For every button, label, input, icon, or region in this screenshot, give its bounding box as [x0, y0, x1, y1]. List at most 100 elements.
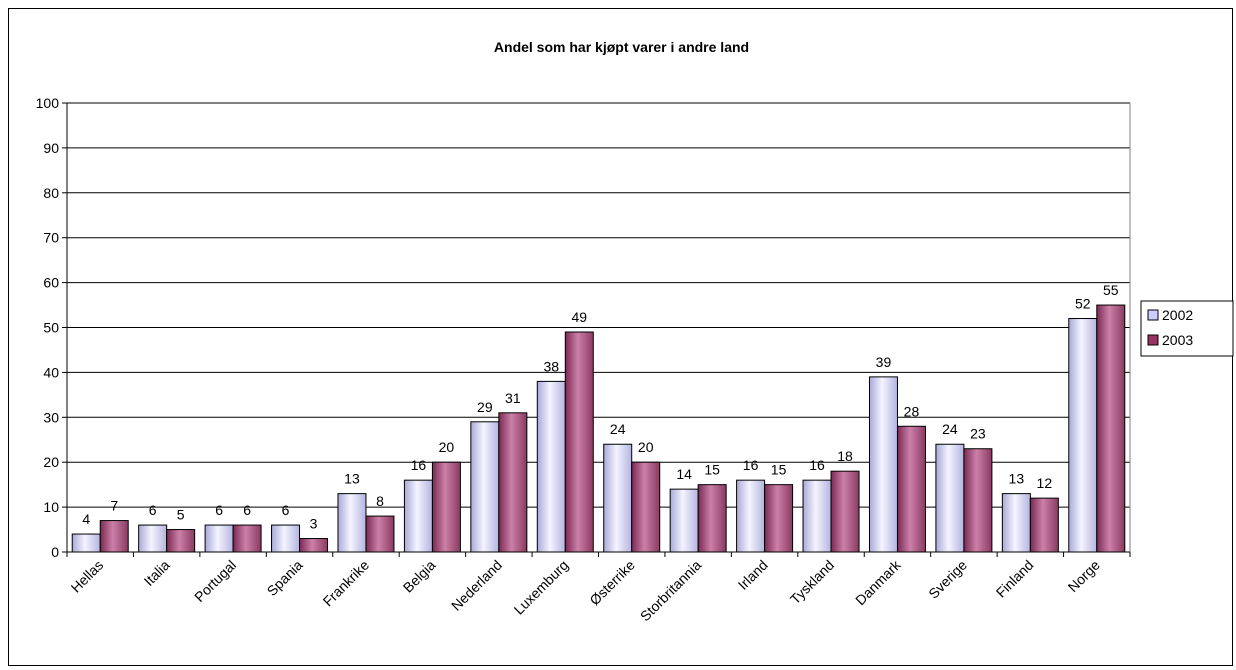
category-label-Italia: Italia — [141, 557, 173, 589]
data-label-2002-Italia: 6 — [149, 502, 157, 518]
data-label-2002-Frankrike: 13 — [344, 471, 360, 487]
bar-2003-Norge — [1096, 304, 1126, 553]
bar-2002-Spania — [271, 524, 301, 553]
data-label-2003-Tyskland: 18 — [837, 448, 853, 464]
bar-2002-Portugal — [204, 524, 234, 553]
bar-2002-Tyskland — [802, 479, 832, 553]
data-label-2003-Portugal: 6 — [243, 502, 251, 518]
data-label-2002-Sverige: 24 — [942, 421, 958, 437]
bar-2002-Storbritannia — [669, 488, 699, 553]
bar-2003-Storbritannia — [697, 484, 727, 553]
y-tick-label-80: 80 — [43, 185, 59, 201]
y-tick-label-100: 100 — [36, 95, 60, 111]
data-label-2002-Finland: 13 — [1009, 471, 1025, 487]
category-labels: Hellas Italia Portugal Spania Frankrike Belgi… — [68, 556, 1104, 624]
bar-2003-Belgia — [431, 461, 461, 553]
data-label-2002-Irland: 16 — [743, 457, 759, 473]
category-label-Sverige: Sverige — [925, 557, 970, 602]
category-label-Luxemburg: Luxemburg — [511, 557, 572, 618]
data-label-2003-Hellas: 7 — [110, 498, 118, 514]
bar-2003-Østerrike — [631, 461, 661, 553]
bar-2002-Hellas — [71, 533, 101, 553]
data-label-2003-Norge: 55 — [1103, 282, 1119, 298]
bar-2003-Spania — [299, 538, 329, 553]
y-tick-label-40: 40 — [43, 364, 59, 380]
y-tick-label-70: 70 — [43, 230, 59, 246]
data-label-2002-Spania: 6 — [282, 502, 290, 518]
data-label-2002-Danmark: 39 — [876, 354, 892, 370]
data-label-2002-Norge: 52 — [1075, 296, 1091, 312]
bar-2003-Italia — [166, 529, 196, 553]
bar-2003-Irland — [764, 484, 794, 553]
bar-2002-Sverige — [935, 443, 965, 553]
data-label-2003-Frankrike: 8 — [376, 493, 384, 509]
category-label-Irland: Irland — [735, 557, 771, 593]
chart-title: Andel som har kjøpt varer i andre land — [493, 39, 750, 55]
data-label-2002-Storbritannia: 14 — [676, 466, 692, 482]
category-label-Portugal: Portugal — [191, 557, 239, 605]
chart-frame: Andel som har kjøpt varer i andre land — [8, 8, 1233, 666]
bars — [71, 304, 1126, 553]
y-tick-label-90: 90 — [43, 140, 59, 156]
bar-2002-Belgia — [403, 479, 433, 553]
data-label-2003-Irland: 15 — [771, 462, 787, 478]
data-label-2002-Østerrike: 24 — [610, 421, 626, 437]
legend: 2002 2003 — [1140, 300, 1234, 357]
data-label-2003-Italia: 5 — [177, 507, 185, 523]
bar-2002-Norge — [1068, 318, 1098, 553]
bar-2003-Nederland — [498, 412, 528, 553]
y-tick-label-0: 0 — [51, 544, 59, 560]
bar-2002-Italia — [138, 524, 168, 553]
data-label-2003-Spania: 3 — [310, 516, 318, 532]
bar-2002-Frankrike — [337, 493, 367, 553]
bar-2002-Nederland — [470, 421, 500, 553]
bar-2002-Luxemburg — [536, 380, 566, 553]
data-label-2002-Hellas: 4 — [82, 511, 90, 527]
data-label-2002-Luxemburg: 38 — [543, 358, 559, 374]
category-label-Norge: Norge — [1065, 557, 1103, 595]
category-label-Spania: Spania — [264, 557, 306, 599]
bar-2002-Danmark — [868, 376, 898, 553]
bar-2003-Sverige — [963, 448, 993, 553]
data-label-2003-Finland: 12 — [1037, 475, 1053, 491]
bar-2002-Irland — [736, 479, 766, 553]
bar-2003-Tyskland — [830, 470, 860, 553]
bar-2003-Finland — [1029, 497, 1059, 553]
data-label-2003-Belgia: 20 — [439, 439, 455, 455]
category-label-Tyskland: Tyskland — [787, 557, 837, 607]
bar-2003-Luxemburg — [564, 331, 594, 553]
y-tick-label-60: 60 — [43, 275, 59, 291]
category-label-Belgia: Belgia — [400, 557, 439, 596]
y-tick-label-20: 20 — [43, 454, 59, 470]
data-label-2003-Danmark: 28 — [904, 403, 920, 419]
gridlines — [67, 102, 1130, 508]
data-label-2002-Belgia: 16 — [411, 457, 427, 473]
category-label-Østerrike: Østerrike — [586, 557, 638, 609]
data-label-2002-Tyskland: 16 — [809, 457, 825, 473]
legend-swatch-2002 — [1147, 309, 1159, 321]
legend-swatch-2003 — [1147, 334, 1159, 346]
data-label-2003-Luxemburg: 49 — [571, 309, 587, 325]
category-label-Finland: Finland — [993, 557, 1037, 601]
data-label-2002-Portugal: 6 — [215, 502, 223, 518]
bar-2003-Frankrike — [365, 515, 395, 553]
data-label-2002-Nederland: 29 — [477, 399, 493, 415]
bar-2002-Finland — [1001, 493, 1031, 553]
category-label-Danmark: Danmark — [852, 556, 904, 608]
category-label-Storbritannia: Storbritannia — [637, 557, 705, 625]
data-label-2003-Sverige: 23 — [970, 426, 986, 442]
bar-2003-Portugal — [232, 524, 262, 553]
bar-2003-Hellas — [99, 520, 129, 553]
bar-2002-Østerrike — [603, 443, 633, 553]
y-tick-label-10: 10 — [43, 499, 59, 515]
data-label-2003-Østerrike: 20 — [638, 439, 654, 455]
data-label-2003-Nederland: 31 — [505, 390, 521, 406]
category-label-Nederland: Nederland — [448, 557, 505, 614]
data-label-2003-Storbritannia: 15 — [704, 462, 720, 478]
legend-label-2003: 2003 — [1162, 332, 1193, 348]
category-label-Frankrike: Frankrike — [320, 557, 373, 610]
legend-label-2002: 2002 — [1162, 307, 1193, 323]
category-label-Hellas: Hellas — [68, 557, 107, 596]
